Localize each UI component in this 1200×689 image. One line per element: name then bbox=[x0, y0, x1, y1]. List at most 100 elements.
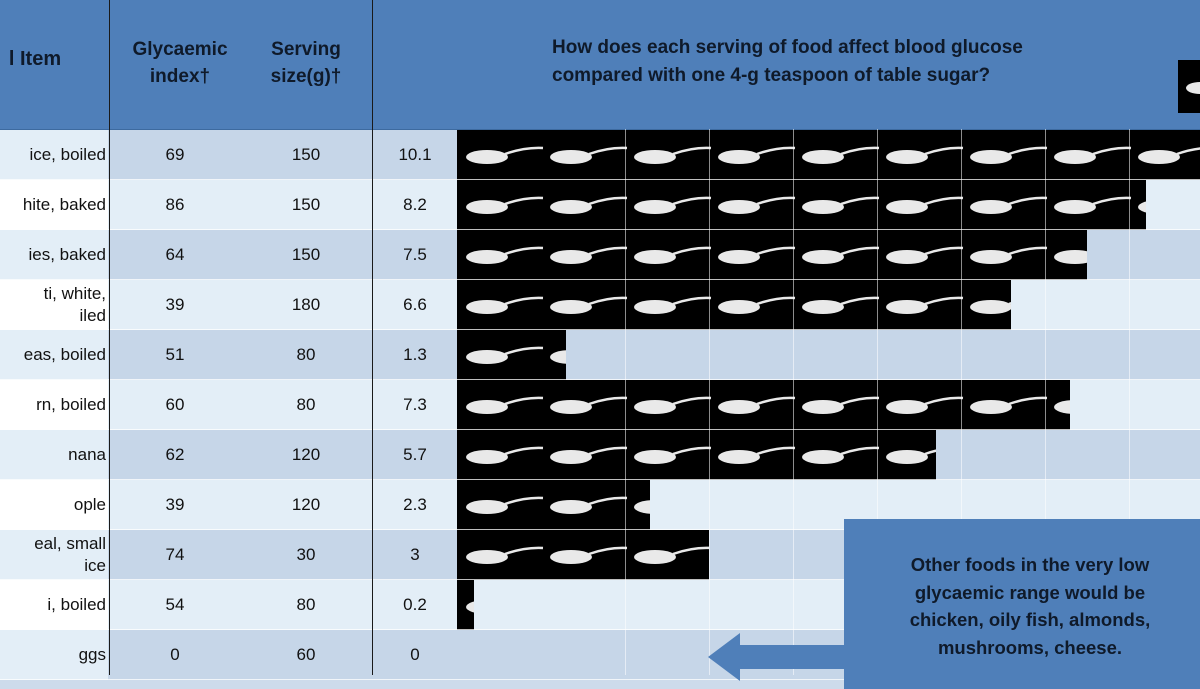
row-separator bbox=[0, 279, 1200, 280]
sugar-teaspoon-icon bbox=[550, 546, 628, 564]
sugar-teaspoon-icon bbox=[718, 296, 796, 314]
teaspoon-value: 8.2 bbox=[403, 195, 427, 214]
callout-box bbox=[844, 519, 1200, 689]
serving-value: 150 bbox=[291, 245, 321, 264]
grid-line bbox=[1129, 129, 1130, 675]
sugar-teaspoon-icon bbox=[802, 296, 880, 314]
sugar-spoon-bar bbox=[457, 230, 1087, 280]
sugar-teaspoon-icon bbox=[970, 246, 1048, 264]
sugar-teaspoon-icon bbox=[634, 196, 712, 214]
grid-line bbox=[1045, 129, 1046, 675]
serving-value: 180 bbox=[291, 295, 321, 314]
sugar-teaspoon-icon bbox=[970, 300, 1012, 314]
sugar-teaspoon-icon bbox=[466, 496, 544, 514]
serving-value: 80 bbox=[296, 595, 316, 614]
sugar-teaspoon-icon bbox=[886, 246, 964, 264]
gi-value: 0 bbox=[170, 645, 180, 664]
sugar-teaspoon-icon bbox=[886, 146, 964, 164]
food-name: nana bbox=[0, 430, 108, 480]
header-band bbox=[0, 0, 1200, 130]
grid-line bbox=[709, 129, 710, 675]
sugar-teaspoon-icon bbox=[886, 196, 964, 214]
row-separator bbox=[0, 579, 1200, 580]
sugar-teaspoon-icon bbox=[802, 146, 880, 164]
sugar-spoon-bar bbox=[457, 530, 709, 580]
sugar-spoon-bar bbox=[457, 580, 474, 630]
gi-value: 69 bbox=[165, 145, 185, 164]
table-row: hite, baked 86 150 8.2 bbox=[0, 180, 1200, 230]
sugar-teaspoon-icon bbox=[550, 146, 628, 164]
sugar-teaspoon-icon bbox=[886, 296, 964, 314]
serving-value: 120 bbox=[291, 445, 321, 464]
sugar-spoon-bar bbox=[457, 280, 1012, 330]
sugar-spoon-bar bbox=[457, 130, 1200, 180]
teaspoon-value: 5.7 bbox=[403, 445, 427, 464]
food-name: ice, boiled bbox=[0, 130, 108, 180]
sugar-teaspoon-icon bbox=[802, 246, 880, 264]
sugar-teaspoon-icon bbox=[718, 396, 796, 414]
sugar-teaspoon-icon bbox=[1138, 201, 1146, 213]
sugar-spoon-bar bbox=[457, 380, 1071, 430]
sugar-teaspoon-icon bbox=[466, 196, 544, 214]
question-line-2: compared with one 4-g teaspoon of table … bbox=[552, 65, 991, 86]
food-name: rn, boiled bbox=[0, 380, 108, 430]
callout-line-4: mushrooms, cheese. bbox=[937, 636, 1123, 658]
serving-size-header: Serving size(g)† bbox=[240, 36, 372, 90]
sugar-teaspoon-icon bbox=[1054, 250, 1087, 264]
sugar-spoon-bar bbox=[457, 180, 1146, 230]
row-separator bbox=[0, 629, 1200, 630]
row-separator bbox=[0, 529, 1200, 530]
food-name: ople bbox=[0, 480, 108, 530]
sugar-teaspoon-icon bbox=[550, 350, 567, 364]
callout-text: Other foods in the very low glycaemic ra… bbox=[878, 551, 1182, 661]
sugar-teaspoon-icon bbox=[970, 196, 1048, 214]
grid-line bbox=[793, 129, 794, 675]
table-row: eas, boiled 51 80 1.3 bbox=[0, 330, 1200, 380]
left-arrow-icon bbox=[708, 633, 848, 681]
teaspoon-value: 6.6 bbox=[403, 295, 427, 314]
serving-value: 150 bbox=[291, 195, 321, 214]
sugar-spoon-bar bbox=[457, 330, 567, 380]
serving-header-line-2: size(g)† bbox=[270, 66, 342, 87]
sugar-teaspoon-icon bbox=[550, 396, 628, 414]
grid-line bbox=[625, 129, 626, 675]
sugar-teaspoon-icon bbox=[718, 446, 796, 464]
table-row: ies, baked 64 150 7.5 bbox=[0, 230, 1200, 280]
gi-value: 51 bbox=[165, 345, 185, 364]
teaspoon-value: 10.1 bbox=[398, 145, 432, 164]
sugar-teaspoon-icon bbox=[970, 396, 1048, 414]
gi-header-line-2: index† bbox=[149, 66, 211, 87]
callout-line-3: chicken, oily fish, almonds, bbox=[909, 609, 1151, 630]
sugar-teaspoon-icon bbox=[802, 396, 880, 414]
sugar-teaspoon-icon bbox=[466, 346, 544, 364]
glycaemic-index-header: Glycaemic index† bbox=[110, 36, 250, 90]
sugar-teaspoon-icon bbox=[886, 449, 936, 464]
gi-value: 60 bbox=[165, 395, 185, 414]
sugar-teaspoon-icon bbox=[466, 246, 544, 264]
gi-value: 39 bbox=[165, 295, 185, 314]
sugar-teaspoon-icon bbox=[634, 396, 712, 414]
serving-value: 30 bbox=[296, 545, 316, 564]
table-row: nana 62 120 5.7 bbox=[0, 430, 1200, 480]
sugar-teaspoon-icon bbox=[970, 146, 1048, 164]
sugar-teaspoon-icon bbox=[1138, 147, 1200, 164]
sugar-teaspoon-icon bbox=[550, 296, 628, 314]
sugar-teaspoon-icon bbox=[466, 446, 544, 464]
serving-value: 80 bbox=[296, 395, 316, 414]
sugar-teaspoon-icon bbox=[1054, 400, 1071, 414]
row-separator bbox=[0, 379, 1200, 380]
food-name: ies, baked bbox=[0, 230, 108, 280]
sugar-teaspoon-icon bbox=[802, 196, 880, 214]
column-divider-2 bbox=[372, 0, 373, 675]
row-separator bbox=[0, 179, 1200, 180]
table-row: rn, boiled 60 80 7.3 bbox=[0, 380, 1200, 430]
row-separator bbox=[0, 479, 1200, 480]
food-name: ti, white, iled bbox=[0, 280, 108, 330]
food-name: hite, baked bbox=[0, 180, 108, 230]
food-name: eal, small ice bbox=[0, 530, 108, 580]
sugar-teaspoon-icon bbox=[466, 546, 544, 564]
teaspoon-value: 7.3 bbox=[403, 395, 427, 414]
row-separator bbox=[0, 229, 1200, 230]
sugar-teaspoon-icon bbox=[466, 601, 474, 613]
teaspoon-value: 0.2 bbox=[403, 595, 427, 614]
